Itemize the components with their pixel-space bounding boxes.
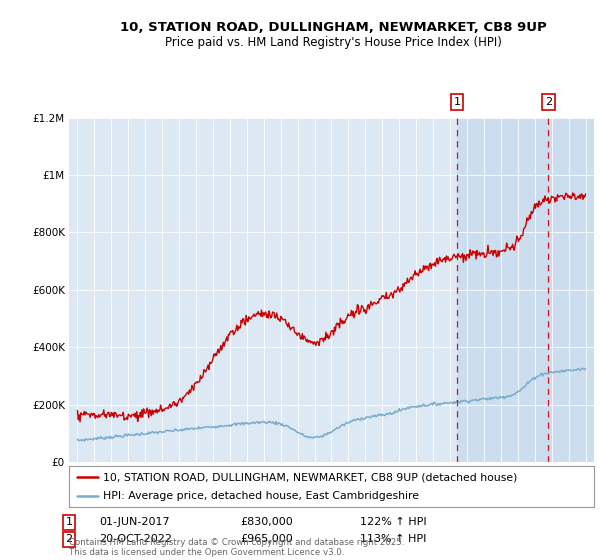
Text: Price paid vs. HM Land Registry's House Price Index (HPI): Price paid vs. HM Land Registry's House …: [164, 36, 502, 49]
Text: 113% ↑ HPI: 113% ↑ HPI: [360, 534, 427, 544]
Text: 01-JUN-2017: 01-JUN-2017: [99, 517, 170, 528]
Text: Contains HM Land Registry data © Crown copyright and database right 2025.
This d: Contains HM Land Registry data © Crown c…: [69, 538, 404, 557]
Text: 20-OCT-2022: 20-OCT-2022: [99, 534, 172, 544]
Text: 2: 2: [65, 534, 73, 544]
Text: 10, STATION ROAD, DULLINGHAM, NEWMARKET, CB8 9UP (detached house): 10, STATION ROAD, DULLINGHAM, NEWMARKET,…: [103, 473, 517, 482]
Text: 1: 1: [454, 97, 461, 108]
Text: £830,000: £830,000: [240, 517, 293, 528]
Text: 2: 2: [545, 97, 552, 108]
Text: 10, STATION ROAD, DULLINGHAM, NEWMARKET, CB8 9UP: 10, STATION ROAD, DULLINGHAM, NEWMARKET,…: [119, 21, 547, 34]
Text: 122% ↑ HPI: 122% ↑ HPI: [360, 517, 427, 528]
Bar: [457, 118, 594, 462]
Text: HPI: Average price, detached house, East Cambridgeshire: HPI: Average price, detached house, East…: [103, 491, 419, 501]
Text: £965,000: £965,000: [240, 534, 293, 544]
Text: 1: 1: [65, 517, 73, 528]
